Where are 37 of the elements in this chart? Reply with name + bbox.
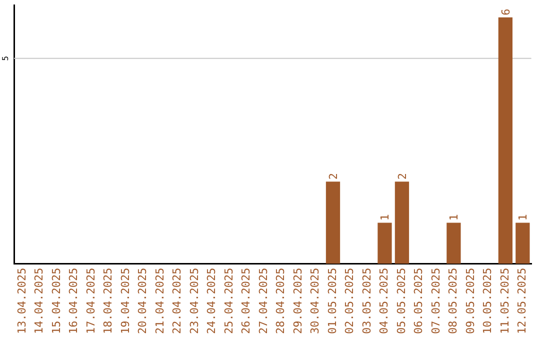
- x-tick-label: 11.05.2025: [498, 268, 512, 334]
- x-tick-label: 15.04.2025: [50, 268, 63, 334]
- data-label: 6: [499, 8, 512, 16]
- x-tick-label: 09.05.2025: [464, 268, 477, 334]
- x-tick-label: 22.04.2025: [170, 268, 184, 334]
- x-tick-label: 21.04.2025: [153, 268, 166, 334]
- ref-line-label: 5: [1, 56, 10, 61]
- x-tick-label: 13.04.2025: [15, 268, 28, 334]
- x-tick-label: 06.05.2025: [412, 268, 426, 334]
- x-tick-label: 01.05.2025: [326, 268, 339, 334]
- x-tick-label: 04.05.2025: [378, 268, 391, 334]
- x-tick-label: 16.04.2025: [67, 268, 80, 334]
- x-tick-label: 05.05.2025: [394, 268, 408, 334]
- x-tick-label: 12.05.2025: [516, 268, 529, 334]
- x-tick-label: 26.04.2025: [240, 268, 253, 334]
- x-tick-label: 29.04.2025: [291, 268, 304, 334]
- x-tick-label: 14.04.2025: [32, 268, 46, 334]
- x-tick-label: 28.04.2025: [274, 268, 288, 334]
- x-tick-label: 02.05.2025: [343, 268, 356, 334]
- x-tick-label: 23.04.2025: [188, 268, 201, 334]
- data-label: 2: [326, 173, 340, 180]
- data-label: 1: [516, 214, 530, 221]
- data-label: 2: [396, 173, 409, 180]
- x-tick-label: 03.05.2025: [360, 268, 374, 334]
- x-tick-label: 25.04.2025: [222, 268, 236, 334]
- x-tick-label: 17.04.2025: [84, 268, 98, 334]
- x-tick-label: 20.04.2025: [136, 268, 150, 334]
- x-tick-label: 08.05.2025: [446, 268, 460, 334]
- x-tick-label: 19.04.2025: [118, 268, 132, 334]
- x-tick-label: 24.04.2025: [205, 268, 218, 334]
- x-tick-label: 07.05.2025: [429, 268, 442, 334]
- x-tick-label: 18.04.2025: [102, 268, 115, 334]
- x-tick-label: 30.04.2025: [308, 268, 322, 334]
- data-label: 1: [378, 214, 392, 221]
- x-tick-label: 27.04.2025: [256, 268, 270, 334]
- x-tick-label: 10.05.2025: [481, 268, 494, 334]
- data-label: 1: [448, 214, 461, 221]
